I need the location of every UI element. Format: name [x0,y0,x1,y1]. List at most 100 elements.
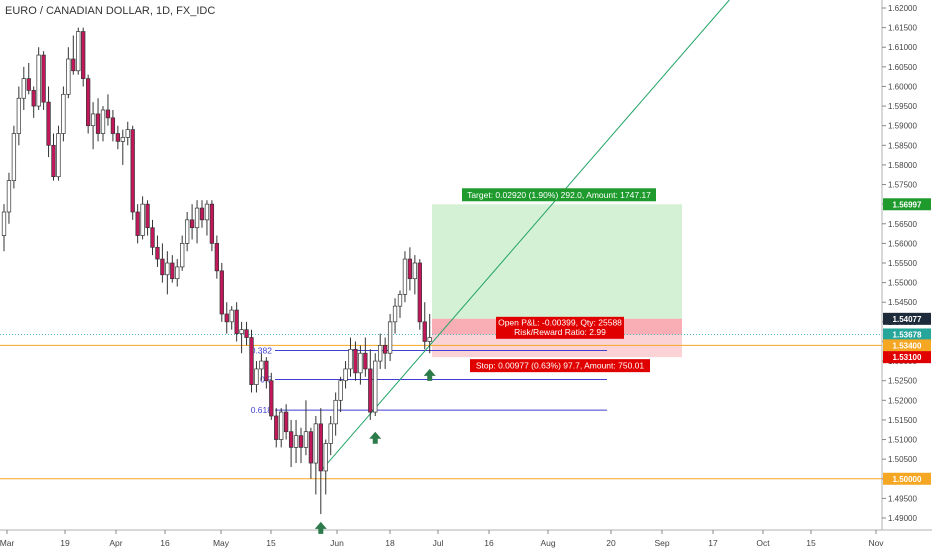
price-axis-label-bg [883,351,931,364]
bear-candle [244,329,249,338]
bear-candle [135,211,140,236]
trendline [320,0,730,472]
bull-candle [402,258,408,295]
price-axis-label-bg [883,472,931,485]
bull-candle [259,360,264,370]
price-axis-label-bg [883,328,931,341]
bear-candle [417,262,422,323]
time-tick-label: 16 [484,538,494,548]
price-tick-label: 1.49000 [888,514,917,523]
bear-candle [71,58,76,72]
bear-candle [155,246,160,260]
price-tick-label: 1.49500 [888,494,917,503]
time-tick-label: Sep [654,538,669,548]
price-axis-label-bg [883,312,931,325]
bull-candle [165,262,170,276]
bear-candle [407,258,413,280]
bull-candle [194,207,200,229]
price-axis-label: 1.53400 [893,341,922,350]
bear-candle [219,270,224,315]
price-axis-label-bg [883,339,931,352]
bear-candle [110,117,116,134]
bear-candle [51,144,56,178]
bull-candle [204,203,210,221]
bear-candle [81,31,86,79]
time-tick-label: May [213,538,230,548]
bull-candle [16,97,21,134]
bear-candle [318,423,323,472]
bear-candle [214,243,220,272]
time-tick-label: 18 [385,538,395,548]
bull-candle [90,113,96,127]
bull-candle [6,180,12,213]
bear-candle [308,431,314,464]
bear-candle [288,431,294,448]
symbol-title: EURO / CANADIAN DOLLAR, 1D, FX_IDC [5,5,216,17]
price-tick-label: 1.59500 [888,102,917,111]
time-tick-label: Jul [433,538,444,548]
price-tick-label: 1.52000 [888,396,917,405]
bull-candle [279,411,284,440]
pnl-label-bg [496,316,624,339]
bear-candle [298,435,304,448]
target-label-bg [462,188,656,202]
price-tick-label: 1.62000 [888,4,917,13]
bear-candle [353,348,358,374]
bear-candle [115,133,121,142]
buy-arrow-icon [369,431,382,444]
time-tick-label: 15 [266,538,276,548]
target-label: Target: 0.02920 (1.90%) 292.0, Amount: 1… [467,190,651,200]
bull-candle [125,129,130,138]
bear-candle [46,101,51,146]
price-axis-label: 1.50000 [893,475,922,484]
bear-candle [26,78,31,91]
bear-candle [363,352,368,370]
bear-candle [105,109,111,119]
price-tick-label: 1.60500 [888,63,917,72]
time-tick-label: Aug [540,538,555,548]
price-tick-label: 1.55000 [888,279,917,288]
bear-candle [234,309,239,334]
price-axis-label: 1.54077 [893,315,922,324]
bull-candle [61,93,66,134]
bear-candle [31,90,36,107]
bull-candle [373,360,378,413]
bull-candle [254,368,259,385]
bull-candle [175,266,180,280]
bear-candle [189,219,195,229]
bear-candle [274,415,279,440]
fib-level-label: 0.382 [251,345,273,355]
time-tick-label: 16 [160,538,170,548]
price-tick-label: 1.58000 [888,161,917,170]
bull-candle [338,380,343,401]
fib-level-label: 0.618 [251,405,273,415]
bull-candle [412,262,417,280]
price-tick-label: 1.61000 [888,43,917,52]
bull-candle [36,54,41,107]
buy-arrow-icon [423,368,436,381]
price-tick-label: 1.51000 [888,436,917,445]
bull-candle [392,305,398,323]
bear-candle [209,203,215,244]
buy-arrow-icon [314,521,327,534]
bear-candle [422,321,427,342]
bear-candle [85,78,91,127]
time-tick-label: Oct [756,538,770,548]
bull-candle [343,368,348,382]
bull-candle [229,309,234,323]
price-tick-label: 1.56500 [888,220,917,229]
bull-candle [378,345,383,362]
bear-candle [269,380,274,417]
price-tick-label: 1.54500 [888,298,917,307]
bull-candle [293,435,299,448]
pnl-label: Open P&L: -0.00399, Qty: 25588 [498,317,622,327]
bear-candle [249,337,254,385]
bull-candle [387,321,393,354]
bull-candle [303,431,309,448]
bull-candle [397,294,403,307]
time-tick-label: 20 [606,538,616,548]
bull-candle [76,31,81,72]
bull-candle [140,203,145,236]
